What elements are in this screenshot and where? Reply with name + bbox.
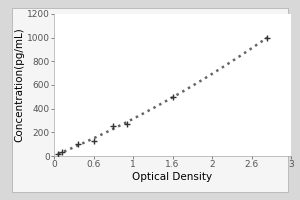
Y-axis label: Concentration(pg/mL): Concentration(pg/mL) <box>14 28 24 142</box>
X-axis label: Optical Density: Optical Density <box>132 172 213 182</box>
